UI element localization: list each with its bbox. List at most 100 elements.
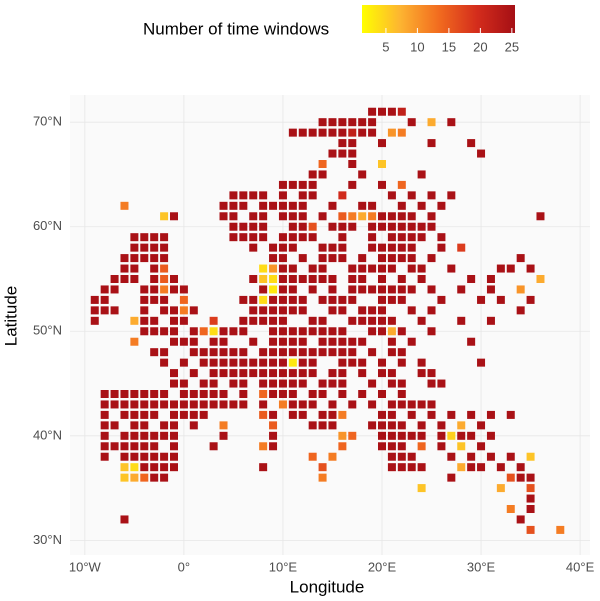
grid-cell <box>348 149 357 158</box>
grid-cell <box>288 295 297 304</box>
grid-cell <box>467 410 476 419</box>
grid-cell <box>259 233 268 242</box>
grid-cell <box>308 264 317 273</box>
grid-cell <box>358 285 367 294</box>
grid-cell <box>219 348 228 357</box>
grid-cell <box>249 369 258 378</box>
grid-cell <box>229 400 238 409</box>
grid-cell <box>427 369 436 378</box>
grid-cell <box>160 295 169 304</box>
grid-cell <box>259 285 268 294</box>
grid-cell <box>229 379 238 388</box>
grid-cell <box>160 264 169 273</box>
grid-cell <box>368 306 377 315</box>
grid-cell <box>140 327 149 336</box>
grid-cell <box>130 421 139 430</box>
grid-cell <box>338 233 347 242</box>
grid-cell <box>120 264 129 273</box>
grid-cell <box>328 149 337 158</box>
grid-cell <box>278 191 287 200</box>
grid-cell <box>358 369 367 378</box>
grid-cell <box>368 118 377 127</box>
grid-cell <box>170 463 178 472</box>
grid-cell <box>239 390 248 398</box>
grid-cell <box>269 254 278 263</box>
grid-cell <box>209 390 218 398</box>
grid-cell <box>516 254 525 263</box>
grid-cell <box>170 306 178 315</box>
grid-cell <box>486 410 495 419</box>
grid-cell <box>308 222 317 231</box>
grid-cell <box>140 254 149 263</box>
grid-cell <box>397 295 406 304</box>
grid-cell <box>378 212 386 221</box>
grid-cell <box>170 400 178 409</box>
grid-cell <box>298 212 307 221</box>
grid-cell <box>338 149 347 158</box>
grid-cell <box>170 410 178 419</box>
grid-cell <box>100 452 109 461</box>
grid-cell <box>516 515 525 524</box>
grid-cell <box>130 473 139 482</box>
grid-cell <box>407 233 416 242</box>
y-tick-label: 70°N <box>33 114 62 129</box>
grid-cell <box>239 358 248 367</box>
grid-cell <box>249 243 258 252</box>
grid-cell <box>140 316 149 325</box>
grid-cell <box>486 431 495 440</box>
grid-cell <box>387 316 396 325</box>
grid-cell <box>278 254 287 263</box>
grid-cell <box>269 379 278 388</box>
grid-cell <box>150 264 159 273</box>
grid-cell <box>328 379 337 388</box>
grid-cell <box>278 327 287 336</box>
grid-cell <box>170 316 178 325</box>
grid-cell <box>90 295 99 304</box>
grid-cell <box>120 201 129 210</box>
grid-cell <box>259 201 268 210</box>
grid-cell <box>288 410 297 419</box>
grid-cell <box>288 306 297 315</box>
colorbar <box>362 5 515 33</box>
grid-cell <box>219 327 228 336</box>
grid-cell <box>437 442 446 451</box>
grid-cell <box>328 421 337 430</box>
grid-cell <box>278 295 287 304</box>
grid-cell <box>358 275 367 283</box>
colorbar-tick-label: 5 <box>382 39 389 54</box>
grid-cell <box>130 410 139 419</box>
grid-cell <box>298 191 307 200</box>
grid-cell <box>150 463 159 472</box>
grid-cell <box>378 295 386 304</box>
map-panel <box>70 95 590 555</box>
grid-cell <box>318 348 327 357</box>
grid-cell <box>189 348 198 357</box>
grid-cell <box>387 463 396 472</box>
grid-cell <box>387 212 396 221</box>
grid-cell <box>308 233 317 242</box>
grid-cell <box>496 463 505 472</box>
grid-cell <box>318 421 327 430</box>
x-tick-label: 10°W <box>69 559 102 574</box>
grid-cell <box>239 191 248 200</box>
grid-cell <box>417 421 426 430</box>
grid-cell <box>179 390 188 398</box>
grid-cell <box>328 410 337 419</box>
grid-cell <box>506 410 515 419</box>
grid-cell <box>278 337 287 346</box>
grid-cell <box>397 421 406 430</box>
grid-cell <box>348 118 357 127</box>
grid-cell <box>229 369 238 378</box>
grid-cell <box>318 463 327 472</box>
grid-cell <box>526 494 535 503</box>
grid-cell <box>298 295 307 304</box>
grid-cell <box>308 191 317 200</box>
grid-cell <box>348 180 357 189</box>
grid-cell <box>160 275 169 283</box>
grid-cell <box>209 379 218 388</box>
grid-cell <box>308 348 317 357</box>
grid-cell <box>229 233 238 242</box>
grid-cell <box>397 463 406 472</box>
grid-cell <box>259 379 268 388</box>
